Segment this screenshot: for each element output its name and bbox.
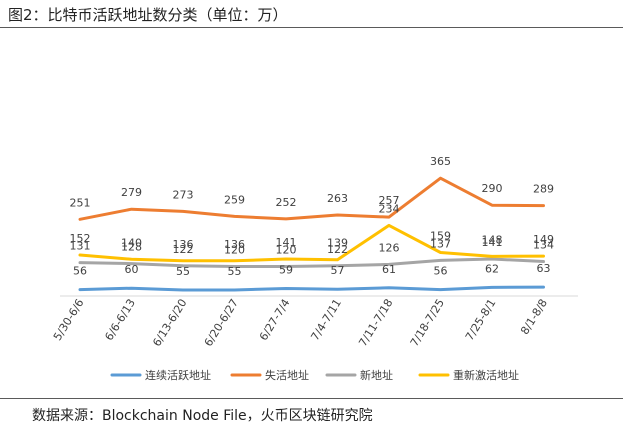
x-tick-label: 7/11-7/18 [356,297,395,349]
data-label-continuous-active: 61 [382,263,396,276]
data-label-reactivated: 136 [173,238,194,251]
data-label-reactivated: 152 [70,232,91,245]
legend-item: 新地址 [325,368,393,382]
data-label-inactive: 257 [379,194,400,207]
top-divider [0,27,623,28]
data-label-reactivated: 140 [121,236,142,249]
data-label-reactivated: 148 [482,233,503,246]
x-tick-label: 6/20-6/27 [202,297,241,349]
data-label-continuous-active: 62 [485,262,499,275]
data-label-new: 120 [276,244,297,257]
legend-label: 连续活跃地址 [145,368,211,382]
data-label-continuous-active: 55 [176,265,190,278]
data-label-continuous-active: 59 [279,264,293,277]
data-label-reactivated: 159 [430,230,451,243]
data-label-inactive: 251 [70,196,91,209]
data-label-new: 120 [224,244,245,257]
source-note: 数据来源：Blockchain Node File，火币区块链研究院 [32,408,373,424]
data-label-inactive: 263 [327,192,348,205]
series-line-continuous-active [78,285,545,292]
data-label-reactivated: 141 [276,236,297,249]
data-label-new: 128 [121,241,142,254]
x-tick-label: 6/13-6/20 [150,297,189,349]
data-label-continuous-active: 60 [125,263,139,276]
data-label-reactivated: 149 [533,233,554,246]
legend-item: 失活地址 [230,368,309,382]
data-label-new: 141 [482,236,503,249]
data-label-continuous-active: 56 [73,265,87,278]
data-label-new: 126 [379,241,400,254]
series-line-inactive [78,176,545,221]
series-line-reactivated [78,223,545,263]
x-tick-label: 6/27-7/4 [257,297,293,343]
bottom-divider [0,398,623,399]
data-label-new: 131 [70,240,91,253]
data-label-inactive: 365 [430,155,451,168]
series-line-new [78,257,545,268]
data-label-inactive: 289 [533,183,554,196]
data-label-continuous-active: 55 [228,265,242,278]
legend-label: 失活地址 [265,368,309,382]
data-label-reactivated: 234 [379,202,400,215]
legend-label: 重新激活地址 [453,368,519,382]
data-label-inactive: 252 [276,196,297,209]
data-label-continuous-active: 56 [434,265,448,278]
data-label-new: 134 [533,239,554,252]
chart-title: 图2：比特币活跃地址数分类（单位：万） [8,6,288,24]
x-tick-label: 7/18-7/25 [408,297,447,349]
line-chart: 56 60 55 55 59 57 61 56 62 63 251 279 273 259 252 263 25… [51,155,578,382]
data-label-continuous-active: 57 [331,264,345,277]
data-label-inactive: 279 [121,186,142,199]
data-label-inactive: 259 [224,193,245,206]
legend-label: 新地址 [360,368,393,382]
x-tick-label: 5/30-6/6 [51,297,87,343]
data-label-inactive: 290 [482,182,503,195]
data-label-new: 122 [173,243,194,256]
x-tick-label: 6/6-6/13 [102,297,138,343]
x-tick-label: 8/1-8/8 [518,297,550,337]
data-label-reactivated: 136 [224,238,245,251]
data-label-new: 137 [430,237,451,250]
data-label-new: 122 [327,243,348,256]
data-label-reactivated: 139 [327,237,348,250]
data-label-inactive: 273 [173,188,194,201]
x-tick-label: 7/4-7/11 [308,297,344,343]
legend-item: 连续活跃地址 [110,368,211,382]
x-tick-label: 7/25-8/1 [463,297,499,343]
data-label-continuous-active: 63 [537,262,551,275]
legend-item: 重新激活地址 [418,368,519,382]
